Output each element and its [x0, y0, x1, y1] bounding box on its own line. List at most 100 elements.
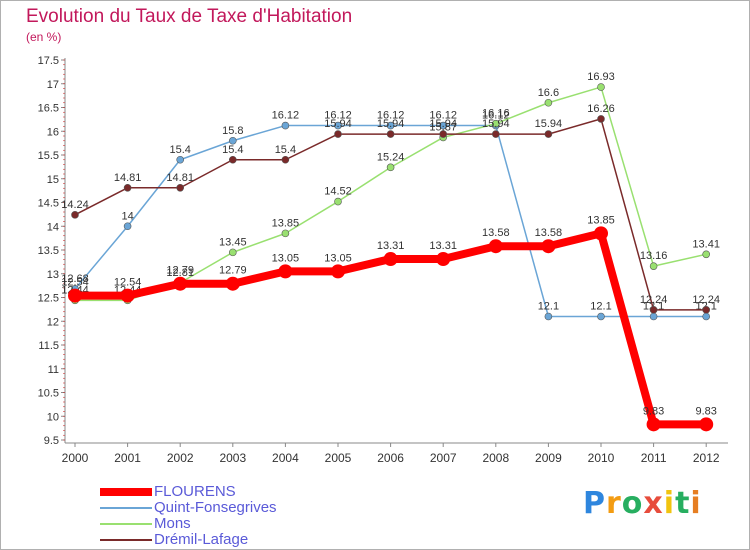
data-point — [436, 252, 451, 267]
logo-letter: P — [583, 486, 606, 521]
data-label: 13.58 — [535, 227, 563, 239]
data-point — [488, 239, 503, 254]
y-tick-label: 16.5 — [38, 103, 59, 115]
data-label: 15.87 — [429, 121, 457, 133]
logo-letter: r — [606, 486, 622, 521]
data-label: 15.94 — [377, 118, 405, 130]
data-point — [229, 155, 237, 164]
data-point — [491, 130, 500, 138]
y-tick-label: 13 — [47, 269, 59, 281]
data-point — [439, 130, 448, 138]
data-point — [225, 276, 240, 291]
data-label: 13.45 — [219, 236, 247, 248]
chart-title: Evolution du Taux de Taxe d'Habitation — [26, 6, 353, 27]
data-label: 16.12 — [324, 110, 352, 122]
x-tick-label: 2004 — [272, 451, 299, 465]
data-label: 16.12 — [482, 110, 510, 122]
data-point — [702, 312, 711, 321]
data-point — [541, 239, 556, 254]
legend-label-mons: Mons — [154, 515, 191, 532]
data-point — [281, 121, 290, 130]
y-tick-label: 13.5 — [38, 245, 59, 257]
data-label: 16.12 — [429, 110, 457, 122]
data-label: 13.41 — [692, 238, 720, 250]
data-point — [383, 252, 398, 267]
data-label: 15.94 — [482, 118, 510, 130]
data-point — [71, 211, 79, 219]
data-point — [281, 155, 290, 164]
data-label: 13.85 — [587, 214, 615, 226]
data-point — [229, 248, 237, 257]
data-label: 9.83 — [643, 405, 664, 417]
legend-swatch-flourens — [100, 488, 152, 496]
data-label: 12.54 — [114, 277, 142, 289]
data-label: 15.94 — [535, 118, 563, 130]
data-label: 13.16 — [640, 250, 668, 262]
y-tick-label: 17.5 — [38, 55, 59, 67]
data-label: 13.31 — [377, 240, 405, 252]
y-tick-label: 10 — [47, 411, 59, 423]
data-point — [229, 136, 237, 145]
data-label: 13.31 — [429, 240, 457, 252]
data-label: 12.68 — [61, 273, 89, 285]
x-tick-label: 2007 — [430, 451, 457, 465]
data-point — [702, 250, 711, 259]
data-label: 13.05 — [272, 252, 300, 264]
data-label: 12.79 — [219, 265, 247, 277]
data-point — [649, 312, 658, 321]
data-label: 12.79 — [166, 265, 194, 277]
data-label: 16.26 — [587, 103, 615, 115]
data-point — [699, 417, 714, 432]
data-label: 16.16 — [482, 108, 510, 120]
legend-swatch-quint-fonsegrives — [100, 507, 152, 509]
data-point — [176, 155, 184, 164]
legend-swatch-dremil-lafage — [100, 539, 152, 541]
data-point — [594, 226, 608, 241]
data-label: 9.83 — [695, 405, 716, 417]
x-tick-label: 2003 — [219, 451, 246, 465]
data-label: 12.24 — [692, 294, 720, 306]
data-point — [123, 222, 132, 231]
data-point — [649, 262, 658, 270]
y-tick-label: 17 — [47, 79, 59, 91]
data-label: 14 — [121, 210, 133, 222]
data-label: 15.4 — [222, 144, 243, 156]
data-label: 15.4 — [169, 144, 190, 156]
data-label: 15.4 — [275, 144, 296, 156]
data-point — [597, 312, 605, 321]
data-label: 15.94 — [429, 118, 457, 130]
data-point — [123, 183, 132, 192]
data-point — [173, 276, 188, 291]
legend-label-flourens: FLOURENS — [154, 483, 236, 500]
x-tick-label: 2012 — [693, 451, 720, 465]
logo-letter: t — [675, 486, 691, 521]
data-label: 12.81 — [166, 267, 194, 279]
data-label: 15.24 — [377, 151, 405, 163]
data-label: 12.24 — [640, 294, 668, 306]
data-point — [176, 183, 184, 192]
data-point — [491, 119, 500, 128]
logo-letter: i — [663, 486, 676, 521]
x-tick-label: 2005 — [325, 451, 352, 465]
data-label: 13.85 — [272, 217, 300, 229]
y-tick-label: 15 — [47, 174, 59, 186]
logo-letter: x — [643, 486, 664, 521]
data-label: 13.05 — [324, 252, 352, 264]
data-label: 13.58 — [482, 227, 510, 239]
data-label: 16.12 — [272, 110, 300, 122]
data-point — [702, 306, 711, 314]
x-tick-label: 2010 — [588, 451, 615, 465]
x-tick-label: 2011 — [641, 451, 667, 465]
y-tick-label: 14.5 — [38, 198, 59, 210]
data-point — [334, 130, 342, 138]
y-tick-label: 11.5 — [38, 340, 59, 352]
data-point — [278, 264, 293, 279]
proxiti-logo: Proxiti — [583, 486, 702, 521]
data-point — [386, 121, 395, 130]
data-point — [597, 115, 605, 123]
data-point — [281, 229, 290, 238]
x-tick-label: 2000 — [62, 451, 89, 465]
logo-letter: i — [690, 486, 702, 521]
data-label: 16.6 — [538, 87, 559, 99]
